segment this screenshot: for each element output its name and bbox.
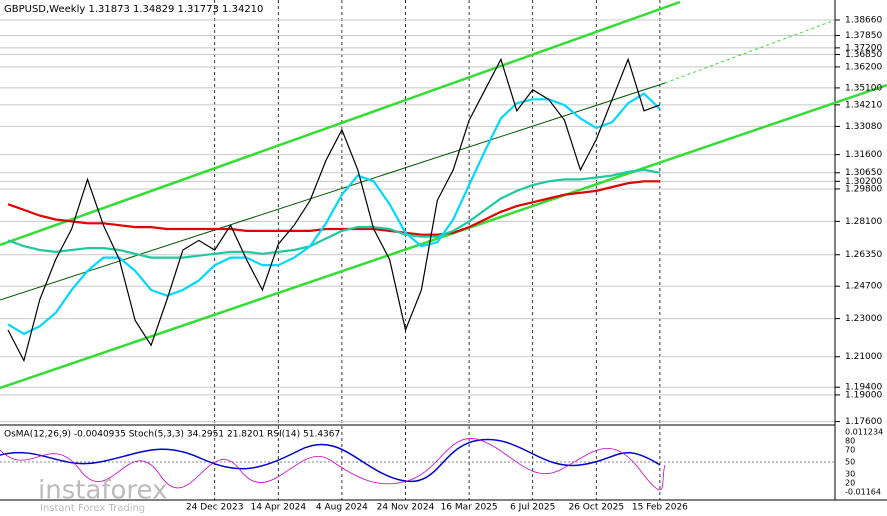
osc-stoch	[0, 438, 666, 491]
y-tick-label: 1.23000	[845, 314, 882, 324]
y-tick-label: 1.19000	[845, 390, 882, 400]
channel-lower	[0, 83, 887, 390]
price-line	[7, 57, 661, 363]
price-line	[7, 92, 661, 336]
channel-upper	[0, 0, 681, 247]
osc-tick-label: 50	[845, 458, 855, 467]
y-tick-label: 1.35100	[845, 83, 882, 93]
osc-tick-label: 70	[845, 446, 855, 455]
indicator-label: OsMA(12,26,9) -0.0040935 Stoch(5,3,3) 34…	[4, 430, 340, 440]
y-tick-label: 1.21000	[845, 352, 882, 362]
watermark: instaforex	[38, 476, 167, 506]
chart-title: GBPUSD,Weekly 1.31873 1.34829 1.31773 1.…	[4, 4, 263, 15]
osc-tick-label: -0.01164	[845, 488, 881, 497]
y-tick-label: 1.36200	[845, 62, 882, 72]
channel	[0, 0, 887, 390]
osc-tick-label: 80	[845, 437, 855, 446]
y-tick-label: 1.19400	[845, 383, 882, 393]
osc-line	[0, 438, 661, 483]
y-tick-label: 1.33080	[845, 122, 882, 132]
x-tick-label: 4 Aug 2024	[316, 503, 368, 513]
y-tick-label: 1.38660	[845, 16, 882, 26]
y-tick-label: 1.24700	[845, 282, 882, 292]
x-tick-label: 24 Nov 2024	[377, 503, 435, 513]
x-tick-label: 14 Apr 2024	[250, 503, 306, 513]
y-tick-label: 1.37850	[845, 31, 882, 41]
channel-mid	[0, 82, 666, 301]
x-tick-label: 24 Dec 2023	[186, 503, 244, 513]
y-tick-label: 1.17600	[845, 417, 882, 427]
x-tick-label: 15 Feb 2026	[632, 503, 688, 513]
y-tick-label: 1.29800	[845, 184, 882, 194]
y-tick-label: 1.28100	[845, 217, 882, 227]
y-tick-label: 1.36850	[845, 50, 882, 60]
x-tick-label: 6 Jul 2025	[510, 503, 555, 513]
y-tick-label: 1.37200	[845, 43, 882, 53]
channel-mid-ext	[664, 19, 836, 84]
y-tick-label: 1.26350	[845, 250, 882, 260]
y-tick-label: 1.30200	[845, 177, 882, 187]
watermark-tagline: Instant Forex Trading	[40, 503, 145, 514]
osc-tick-label: 30	[845, 470, 855, 479]
osc-tick-label: 20	[845, 479, 855, 488]
x-tick-label: 26 Oct 2025	[568, 503, 624, 513]
osc-tick-label: 0.011234	[845, 428, 883, 437]
oscillators	[0, 438, 835, 491]
y-tick-label: 1.30650	[845, 168, 882, 178]
price-line	[7, 168, 661, 259]
y-tick-label: 1.31600	[845, 150, 882, 160]
x-tick-label: 16 Mar 2025	[441, 503, 498, 513]
y-tick-label: 1.34210	[845, 100, 882, 110]
price-line	[7, 180, 660, 236]
